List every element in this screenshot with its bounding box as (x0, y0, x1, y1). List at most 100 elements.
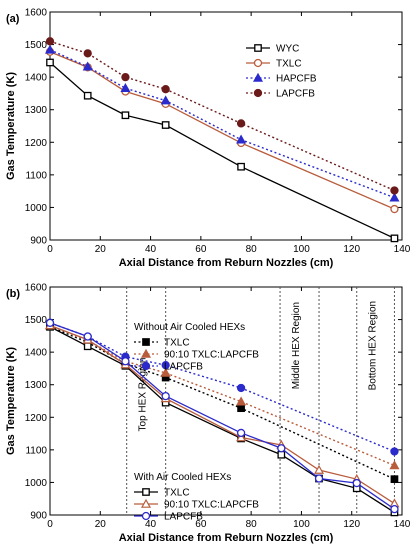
region-label-2: Bottom HEX Region (368, 301, 379, 391)
data-point-0-0-5 (390, 234, 399, 243)
legend-0-marker-3 (253, 88, 263, 98)
chart-panel-0: 0 20 40 60 80 100 120 140 900 1000 1100 1200 1300 140… (5, 8, 410, 270)
data-point-0-0-1 (83, 91, 92, 100)
data-point-1-5-3 (161, 391, 170, 401)
legend-title-1: With Air Cooled HEXs (134, 472, 231, 483)
data-point-1-1-5 (389, 460, 400, 470)
data-point-0-2-0 (44, 44, 56, 54)
legend-0-label-1: 90:10 TXLC:LAPCFB (164, 350, 259, 361)
data-point-1-5-7 (352, 478, 361, 488)
legend-title-0: Without Air Cooled HEXs (134, 322, 245, 333)
data-point-0-2-4 (236, 134, 247, 144)
data-point-0-3-1 (83, 49, 92, 58)
y-tick-label-0-5: 1400 (25, 73, 48, 84)
y-tick-label-1-2: 1100 (25, 445, 47, 456)
x-tick-label-0-3: 60 (195, 244, 207, 255)
data-point-1-1-4 (236, 396, 247, 406)
legend-1-marker-1 (140, 498, 152, 508)
y-tick-label-1-3: 1200 (25, 413, 48, 424)
x-tick-label-1-5: 100 (293, 519, 310, 530)
data-point-1-2-4 (236, 383, 246, 393)
y-tick-label-1-1: 1000 (25, 478, 48, 489)
plot-frame-1 (49, 286, 403, 516)
legend-0-label-0: WYC (276, 44, 299, 55)
data-point-1-2-3 (161, 361, 170, 370)
x-tick-label-0-5: 100 (293, 244, 310, 255)
plot-frame-0 (49, 11, 403, 241)
panel-label-1: (b) (6, 288, 20, 300)
y-tick-label-0-7: 1600 (25, 8, 48, 19)
legend-0-marker-0 (142, 338, 150, 346)
legend-0-marker-0 (254, 44, 262, 52)
y-axis-label-1: Gas Temperature (K) (5, 347, 17, 455)
data-point-0-2-3 (160, 95, 171, 105)
x-tick-label-0-7: 140 (394, 244, 410, 255)
legend-0-label-3: LAPCFB (276, 89, 315, 100)
series-line-0-2 (49, 49, 395, 199)
y-tick-label-1-5: 1400 (25, 348, 48, 359)
data-point-0-3-0 (45, 37, 55, 46)
y-tick-label-0-4: 1300 (25, 105, 48, 116)
legend-0-label-1: TXLC (276, 59, 302, 70)
legend-0-marker-1 (140, 348, 152, 358)
chart-panel-1: 0 20 40 60 80 100 120 140 900 1000 1100 1200 1300 140… (5, 283, 410, 545)
data-point-0-0-2 (121, 111, 130, 120)
region-label-1: Middle HEX Region (291, 302, 302, 389)
y-tick-label-1-6: 1500 (25, 315, 48, 326)
data-point-1-3-1 (83, 342, 92, 351)
y-tick-label-1-4: 1300 (25, 380, 48, 391)
series-line-0-1 (49, 51, 395, 210)
x-tick-label-0-1: 20 (95, 244, 107, 255)
data-point-0-1-5 (390, 204, 399, 214)
data-point-0-2-2 (120, 82, 131, 93)
legend-0-label-2: HAPCFB (276, 74, 317, 85)
panel-label-0: (a) (6, 13, 20, 25)
data-point-0-3-4 (236, 119, 246, 128)
y-tick-label-0-2: 1100 (25, 170, 47, 181)
data-point-1-5-5 (277, 444, 286, 453)
data-point-1-1-3 (160, 367, 171, 377)
legend-0-marker-1 (253, 58, 263, 68)
legend-0-label-0: TXLC (164, 338, 190, 349)
data-point-1-4-4 (236, 432, 247, 442)
x-tick-label-0-2: 40 (145, 244, 157, 255)
x-tick-label-1-3: 60 (195, 519, 207, 530)
x-tick-label-1-0: 0 (47, 519, 53, 530)
x-tick-label-1-7: 140 (394, 519, 410, 530)
series-line-1-0 (49, 326, 395, 480)
data-point-0-2-5 (389, 192, 400, 202)
data-point-0-3-3 (161, 85, 170, 94)
series-line-0-0 (49, 61, 395, 239)
data-point-1-5-6 (314, 474, 324, 483)
legend-1-label-1: 90:10 TXLC:LAPCFB (164, 500, 259, 511)
y-tick-label-0-3: 1200 (25, 138, 48, 149)
x-tick-label-0-0: 0 (47, 244, 53, 255)
y-tick-label-0-6: 1500 (25, 40, 48, 51)
y-axis-label-0: Gas Temperature (K) (5, 72, 17, 180)
x-tick-label-1-6: 120 (343, 519, 360, 530)
x-tick-label-1-1: 20 (95, 519, 107, 530)
data-point-0-3-5 (390, 186, 399, 195)
series-line-0-3 (49, 40, 395, 192)
region-label-0: Top HEX Region (138, 358, 149, 432)
legend-1-marker-0 (142, 488, 150, 496)
data-point-1-3-5 (277, 450, 286, 459)
legend-0: WYC TXLC HAPCFB LAPCFB (242, 40, 330, 106)
x-axis-label-0: Axial Distance from Reburn Nozzles (cm) (119, 257, 334, 269)
data-point-1-2-5 (390, 447, 399, 456)
data-point-1-5-2 (121, 357, 130, 366)
y-tick-label-1-0: 900 (30, 511, 47, 522)
series-line-1-2 (49, 322, 395, 453)
data-point-1-5-1 (83, 332, 92, 341)
x-tick-label-0-4: 80 (246, 244, 258, 255)
data-point-1-5-4 (236, 428, 246, 438)
x-tick-label-0-6: 120 (343, 244, 360, 255)
data-point-0-3-2 (121, 72, 130, 82)
y-tick-label-0-0: 900 (30, 236, 47, 247)
data-point-0-0-4 (237, 162, 245, 171)
x-axis-label-1: Axial Distance from Reburn Nozzles (cm) (119, 532, 334, 544)
legend-0-marker-2 (141, 361, 151, 371)
